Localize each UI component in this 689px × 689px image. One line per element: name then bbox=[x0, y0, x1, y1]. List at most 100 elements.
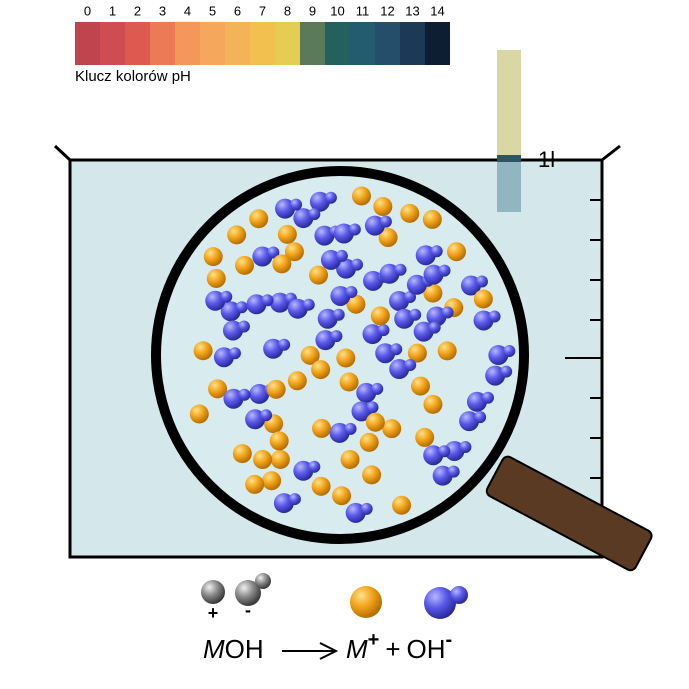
cation bbox=[359, 432, 379, 452]
ph-swatch bbox=[300, 22, 325, 65]
anion bbox=[488, 345, 516, 366]
hydrogen bbox=[330, 330, 343, 343]
oxygen bbox=[423, 445, 444, 466]
anion bbox=[273, 493, 301, 514]
oxygen bbox=[415, 245, 436, 266]
anion bbox=[320, 249, 348, 270]
hydrogen bbox=[220, 290, 233, 303]
anion bbox=[485, 365, 513, 386]
hydrogen bbox=[335, 249, 348, 262]
anion bbox=[444, 440, 472, 461]
oxygen bbox=[362, 324, 383, 345]
cation bbox=[473, 289, 493, 309]
anion bbox=[336, 258, 364, 279]
anion bbox=[263, 338, 291, 359]
ph-label: 0 bbox=[84, 3, 91, 18]
cation bbox=[365, 412, 385, 432]
oxygen bbox=[389, 290, 410, 311]
hydrogen bbox=[428, 321, 441, 334]
ph-swatch bbox=[150, 22, 175, 65]
ph-label: 3 bbox=[159, 3, 166, 18]
ph-swatch bbox=[375, 22, 400, 65]
hydrogen bbox=[235, 301, 248, 314]
anion bbox=[329, 422, 357, 443]
anion bbox=[287, 298, 315, 319]
hydrogen bbox=[260, 409, 273, 422]
anion bbox=[351, 401, 379, 422]
ph-label: 6 bbox=[234, 3, 241, 18]
cation bbox=[262, 471, 282, 491]
hydrogen bbox=[377, 324, 390, 337]
ph-swatch bbox=[325, 22, 350, 65]
anion bbox=[389, 359, 417, 380]
ph-key-caption: Klucz kolorów pH bbox=[75, 68, 191, 85]
cation bbox=[378, 228, 398, 248]
anion bbox=[364, 215, 392, 236]
cation bbox=[232, 444, 252, 464]
cation bbox=[415, 427, 435, 447]
ph-label: 4 bbox=[184, 3, 191, 18]
oxygen bbox=[317, 308, 338, 329]
oxygen bbox=[222, 320, 243, 341]
charge: - bbox=[446, 629, 453, 651]
ph-label: 5 bbox=[209, 3, 216, 18]
oxygen bbox=[330, 285, 351, 306]
beaker-lip bbox=[601, 144, 621, 162]
legend: + - bbox=[201, 573, 468, 623]
hydrogen bbox=[500, 365, 513, 378]
cation bbox=[351, 186, 371, 206]
hydrogen bbox=[441, 306, 454, 319]
cation bbox=[336, 348, 356, 368]
anion bbox=[252, 246, 280, 267]
cation bbox=[235, 255, 255, 275]
hydrogen bbox=[360, 502, 373, 515]
cation bbox=[346, 294, 366, 314]
anion bbox=[375, 343, 403, 364]
ph-swatch bbox=[275, 22, 300, 65]
hydrogen bbox=[344, 422, 357, 435]
oxygen bbox=[363, 270, 384, 291]
ph-label: 2 bbox=[134, 3, 141, 18]
anion bbox=[379, 263, 407, 284]
oxygen bbox=[466, 391, 487, 412]
hydrogen bbox=[267, 246, 280, 259]
anion bbox=[356, 382, 384, 403]
cation bbox=[392, 495, 412, 515]
oxygen bbox=[394, 308, 415, 329]
oxygen bbox=[320, 249, 341, 270]
hydrogen bbox=[409, 308, 422, 321]
oxygen bbox=[269, 292, 290, 313]
cation bbox=[362, 465, 382, 485]
hydrogen bbox=[238, 388, 251, 401]
oxygen bbox=[389, 359, 410, 380]
cation bbox=[400, 203, 420, 223]
anion bbox=[426, 306, 454, 327]
anion bbox=[220, 301, 248, 322]
anion bbox=[223, 388, 251, 409]
hydroxide: OH bbox=[225, 634, 264, 664]
anion bbox=[423, 445, 451, 466]
ph-label: 9 bbox=[309, 3, 316, 18]
anion bbox=[415, 245, 443, 266]
ph-label: 8 bbox=[284, 3, 291, 18]
oxygen bbox=[287, 298, 308, 319]
cation bbox=[311, 360, 331, 380]
oxygen bbox=[485, 365, 506, 386]
hydrogen bbox=[345, 285, 358, 298]
anion bbox=[432, 465, 460, 486]
oxygen bbox=[379, 263, 400, 284]
anion bbox=[413, 321, 441, 342]
oxygen bbox=[423, 264, 444, 285]
ph-swatch bbox=[125, 22, 150, 65]
cation bbox=[193, 341, 213, 361]
hydrogen bbox=[290, 198, 303, 211]
anion bbox=[317, 308, 345, 329]
oxygen bbox=[460, 275, 481, 296]
cation bbox=[332, 486, 352, 506]
anion bbox=[315, 330, 343, 351]
ph-label: 10 bbox=[330, 3, 344, 18]
hydrogen bbox=[474, 411, 487, 424]
anion bbox=[330, 285, 358, 306]
ph-swatch bbox=[200, 22, 225, 65]
